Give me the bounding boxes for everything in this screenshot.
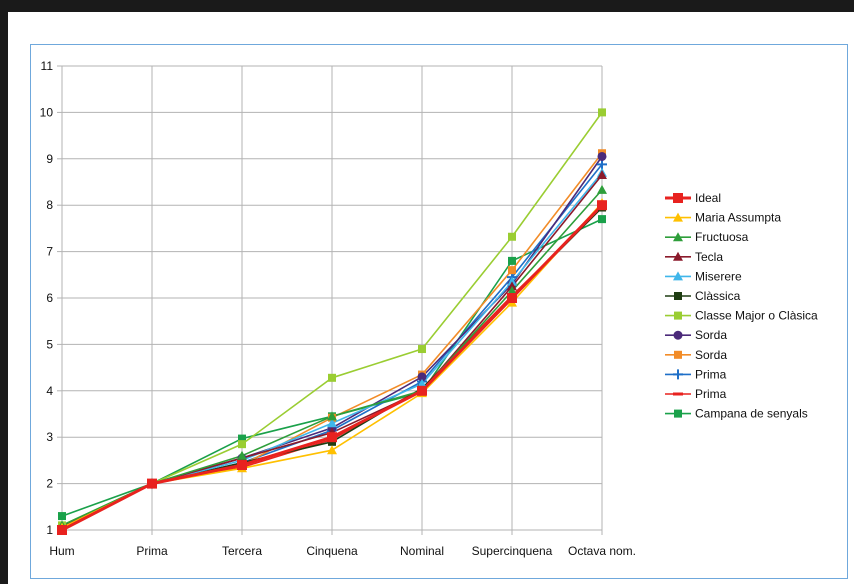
x-tick-label: Supercinquena	[472, 544, 553, 558]
data-point	[597, 159, 607, 170]
y-tick-label: 5	[46, 337, 53, 351]
data-point	[508, 256, 516, 265]
data-point	[597, 200, 607, 211]
data-point	[327, 432, 337, 443]
y-tick-label: 2	[46, 477, 53, 491]
data-point	[597, 184, 607, 194]
legend-label: Clàssica	[695, 289, 741, 303]
legend-label: Miserere	[695, 269, 742, 283]
data-point	[508, 266, 516, 275]
legend-marker	[674, 409, 682, 418]
y-tick-label: 6	[46, 291, 53, 305]
data-point	[597, 151, 607, 161]
data-point	[418, 345, 426, 354]
legend-marker	[673, 330, 683, 340]
y-tick-label: 8	[46, 198, 53, 212]
legend-marker	[673, 369, 683, 380]
data-point	[237, 450, 247, 460]
legend-label: Maria Assumpta	[695, 211, 781, 225]
legend-label: Ideal	[695, 191, 721, 205]
data-point	[417, 378, 427, 388]
x-tick-label: Octava nom.	[568, 544, 636, 558]
legend-marker	[674, 350, 682, 359]
x-tick-label: Hum	[49, 544, 74, 558]
data-point	[598, 215, 606, 224]
data-point	[507, 286, 517, 296]
y-tick-label: 10	[40, 105, 54, 119]
legend-marker	[673, 212, 683, 222]
data-point	[507, 293, 517, 303]
y-tick-label: 1	[46, 523, 53, 537]
legend-label: Prima	[695, 387, 727, 401]
legend-label: Tecla	[695, 250, 723, 264]
data-point	[507, 281, 517, 291]
chart-container	[30, 44, 848, 579]
data-point	[238, 434, 246, 443]
y-tick-label: 3	[46, 430, 53, 444]
legend-label: Prima	[695, 367, 727, 381]
figure-frame	[8, 12, 854, 584]
legend-label: Campana de senyals	[695, 407, 808, 421]
legend-marker	[674, 292, 682, 300]
y-tick-label: 9	[46, 152, 53, 166]
y-tick-label: 11	[41, 59, 54, 73]
y-tick-label: 4	[46, 384, 53, 398]
data-point	[57, 525, 67, 535]
data-point	[147, 478, 157, 489]
legend-marker	[673, 392, 683, 396]
x-tick-label: Tercera	[222, 544, 262, 558]
legend-marker	[674, 311, 682, 320]
data-point	[237, 460, 247, 471]
y-tick-label: 7	[46, 245, 53, 259]
x-tick-label: Prima	[136, 544, 168, 558]
x-tick-label: Nominal	[400, 544, 444, 558]
data-point	[507, 276, 517, 286]
legend-label: Sorda	[695, 348, 727, 362]
data-point	[328, 373, 336, 382]
data-point	[417, 385, 427, 396]
legend-label: Classe Major o Clàsica	[695, 309, 818, 323]
legend-marker	[673, 193, 683, 203]
data-point	[508, 232, 516, 241]
data-point	[327, 445, 337, 455]
legend-marker	[673, 271, 683, 281]
data-point	[327, 418, 337, 428]
data-point	[597, 170, 607, 180]
data-point	[598, 108, 606, 117]
legend-marker	[673, 251, 683, 261]
legend-label: Fructuosa	[695, 230, 749, 244]
data-point	[417, 372, 427, 382]
x-tick-label: Cinquena	[306, 544, 358, 558]
data-point	[58, 512, 66, 521]
data-point	[327, 411, 337, 421]
legend-label: Sorda	[695, 328, 727, 342]
data-point	[238, 440, 246, 449]
legend-marker	[673, 232, 683, 242]
